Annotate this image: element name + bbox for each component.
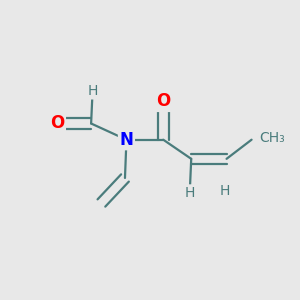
Text: O: O: [156, 92, 170, 110]
Text: O: O: [50, 115, 64, 133]
Text: CH₃: CH₃: [259, 131, 285, 145]
Text: H: H: [220, 184, 230, 198]
Text: N: N: [119, 131, 134, 149]
Text: H: H: [87, 84, 98, 98]
Text: H: H: [184, 186, 195, 200]
